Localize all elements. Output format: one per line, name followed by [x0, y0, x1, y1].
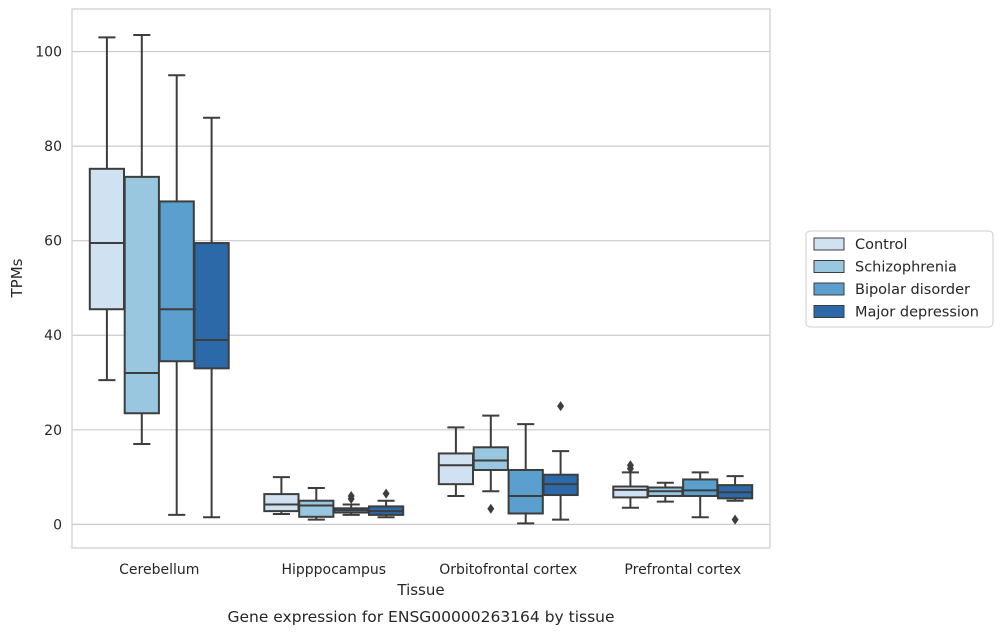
box — [263, 476, 300, 515]
x-tick-label: Prefrontal cortex — [624, 562, 741, 578]
y-tick-label: 40 — [44, 328, 62, 344]
box — [682, 471, 719, 519]
outlier-point — [487, 503, 495, 514]
box-iqr — [193, 242, 230, 370]
y-axis-label: TPMs — [8, 258, 26, 298]
legend-label: Schizophrenia — [855, 260, 957, 276]
box — [367, 488, 405, 519]
box-iqr — [437, 452, 475, 486]
x-tick-label: Orbitofrontal cortex — [439, 562, 577, 578]
box-iqr — [507, 468, 544, 515]
figure-caption: Gene expression for ENSG00000263164 by t… — [227, 608, 614, 626]
y-tick-label: 80 — [44, 139, 62, 155]
box-iqr — [682, 478, 719, 497]
box — [88, 36, 126, 382]
y-tick-label: 100 — [35, 45, 62, 61]
outlier-point — [347, 490, 355, 501]
y-tick-label: 20 — [44, 423, 62, 439]
box — [123, 34, 160, 445]
x-axis-ticks: Cerebellum Hipppocampus Orbitofrontal cort… — [119, 562, 741, 578]
box-iqr — [298, 499, 335, 518]
box — [507, 423, 544, 525]
box-iqr — [612, 485, 649, 499]
legend-swatch — [813, 305, 845, 318]
box-iqr — [472, 446, 509, 471]
outlier-point — [626, 460, 634, 471]
legend-label: Major depression — [855, 305, 979, 321]
x-axis-label: Tissue — [396, 581, 444, 599]
box-iqr — [158, 200, 195, 363]
box-series — [88, 34, 754, 525]
legend-swatch — [813, 260, 845, 273]
legend: Control Schizophrenia Bipolar disorder Majo… — [805, 230, 994, 328]
legend-frame — [805, 230, 994, 328]
y-tick-label: 0 — [53, 517, 62, 533]
box — [542, 401, 579, 521]
box — [472, 414, 509, 514]
x-tick-label: Hipppocampus — [281, 562, 386, 578]
box-iqr — [123, 175, 160, 415]
legend-label: Control — [855, 237, 907, 253]
box-iqr — [263, 493, 300, 513]
outlier-point — [382, 488, 390, 499]
box-iqr — [88, 167, 126, 311]
legend-label: Bipolar disorder — [855, 282, 970, 298]
legend-swatch — [813, 282, 845, 296]
x-tick-label: Cerebellum — [119, 562, 199, 578]
box — [647, 481, 684, 503]
legend-swatch — [813, 237, 845, 251]
outlier-point — [731, 514, 739, 525]
y-axis-ticks: 0 20 40 60 80 100 — [35, 45, 62, 534]
outlier-point — [557, 401, 565, 412]
box — [298, 486, 335, 521]
box — [158, 74, 195, 516]
box — [716, 475, 754, 525]
box — [437, 426, 475, 497]
box — [612, 460, 649, 509]
box — [193, 116, 230, 519]
y-tick-label: 60 — [44, 234, 62, 250]
